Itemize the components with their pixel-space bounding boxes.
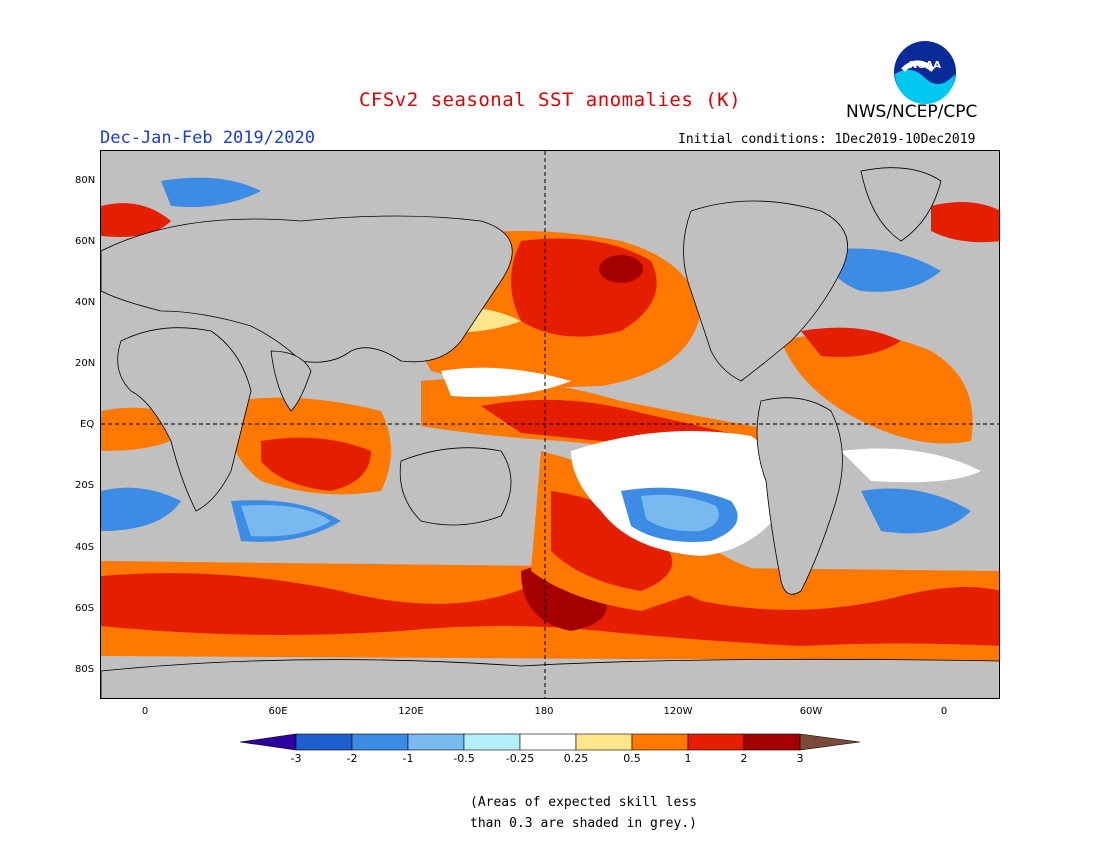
map-canvas xyxy=(101,151,999,698)
colorbar-bin xyxy=(295,733,353,751)
colorbar-label: -3 xyxy=(290,752,302,765)
lat-label-20n: 20N xyxy=(75,358,96,369)
initial-conditions: Initial conditions: 1Dec2019-10Dec2019 xyxy=(678,132,976,147)
colorbar-arrow-high xyxy=(799,733,861,751)
colorbar xyxy=(239,733,862,751)
colorbar-arrow-low xyxy=(239,733,297,751)
lon-label-60w: 60W xyxy=(799,706,823,717)
colorbar-bin xyxy=(407,733,465,751)
continents xyxy=(101,167,999,698)
agency-label: NWS/NCEP/CPC xyxy=(846,102,978,122)
lat-label-40n: 40N xyxy=(75,297,96,308)
colorbar-label: 0.5 xyxy=(623,752,641,765)
colorbar-bin xyxy=(463,733,521,751)
colorbar-bin xyxy=(351,733,409,751)
colorbar-bin xyxy=(575,733,633,751)
lat-label-60s: 60S xyxy=(75,603,95,614)
sst-anomaly-map xyxy=(100,150,1000,699)
colorbar-label: -1 xyxy=(402,752,414,765)
lat-label-80s: 80S xyxy=(75,664,95,675)
lat-label-20s: 20S xyxy=(75,480,95,491)
colorbar-label: 3 xyxy=(796,752,804,765)
colorbar-label: -0.5 xyxy=(453,752,475,765)
lon-label-120w: 120W xyxy=(663,706,693,717)
lon-label-60e: 60E xyxy=(268,706,288,717)
lon-label-120e: 120E xyxy=(398,706,424,717)
footnote-line: than 0.3 are shaded in grey.) xyxy=(470,816,697,831)
lat-label-40s: 40S xyxy=(75,542,95,553)
colorbar-label: 0.25 xyxy=(563,752,589,765)
lat-label-80n: 80N xyxy=(75,175,96,186)
colorbar-label: 1 xyxy=(684,752,692,765)
lat-label-60n: 60N xyxy=(75,236,96,247)
colorbar-bin xyxy=(631,733,689,751)
colorbar-bin xyxy=(687,733,745,751)
lat-label-eq: EQ xyxy=(80,419,95,430)
colorbar-bin xyxy=(743,733,801,751)
lon-label-180: 180 xyxy=(534,706,554,717)
footnote-line: (Areas of expected skill less xyxy=(470,795,697,810)
noaa-logo: NOAA xyxy=(893,40,957,104)
chart-title: CFSv2 seasonal SST anomalies (K) xyxy=(358,89,742,111)
forecast-period: Dec-Jan-Feb 2019/2020 xyxy=(100,128,315,148)
skill-footnote: (Areas of expected skill less than 0.3 a… xyxy=(470,792,730,834)
colorbar-label: 2 xyxy=(740,752,748,765)
colorbar-label: -0.25 xyxy=(505,752,535,765)
colorbar-label: -2 xyxy=(346,752,358,765)
noaa-logo-text: NOAA xyxy=(909,60,941,71)
colorbar-bin xyxy=(519,733,577,751)
lon-label-0-left: 0 xyxy=(141,706,149,717)
lon-label-0-right: 0 xyxy=(940,706,948,717)
